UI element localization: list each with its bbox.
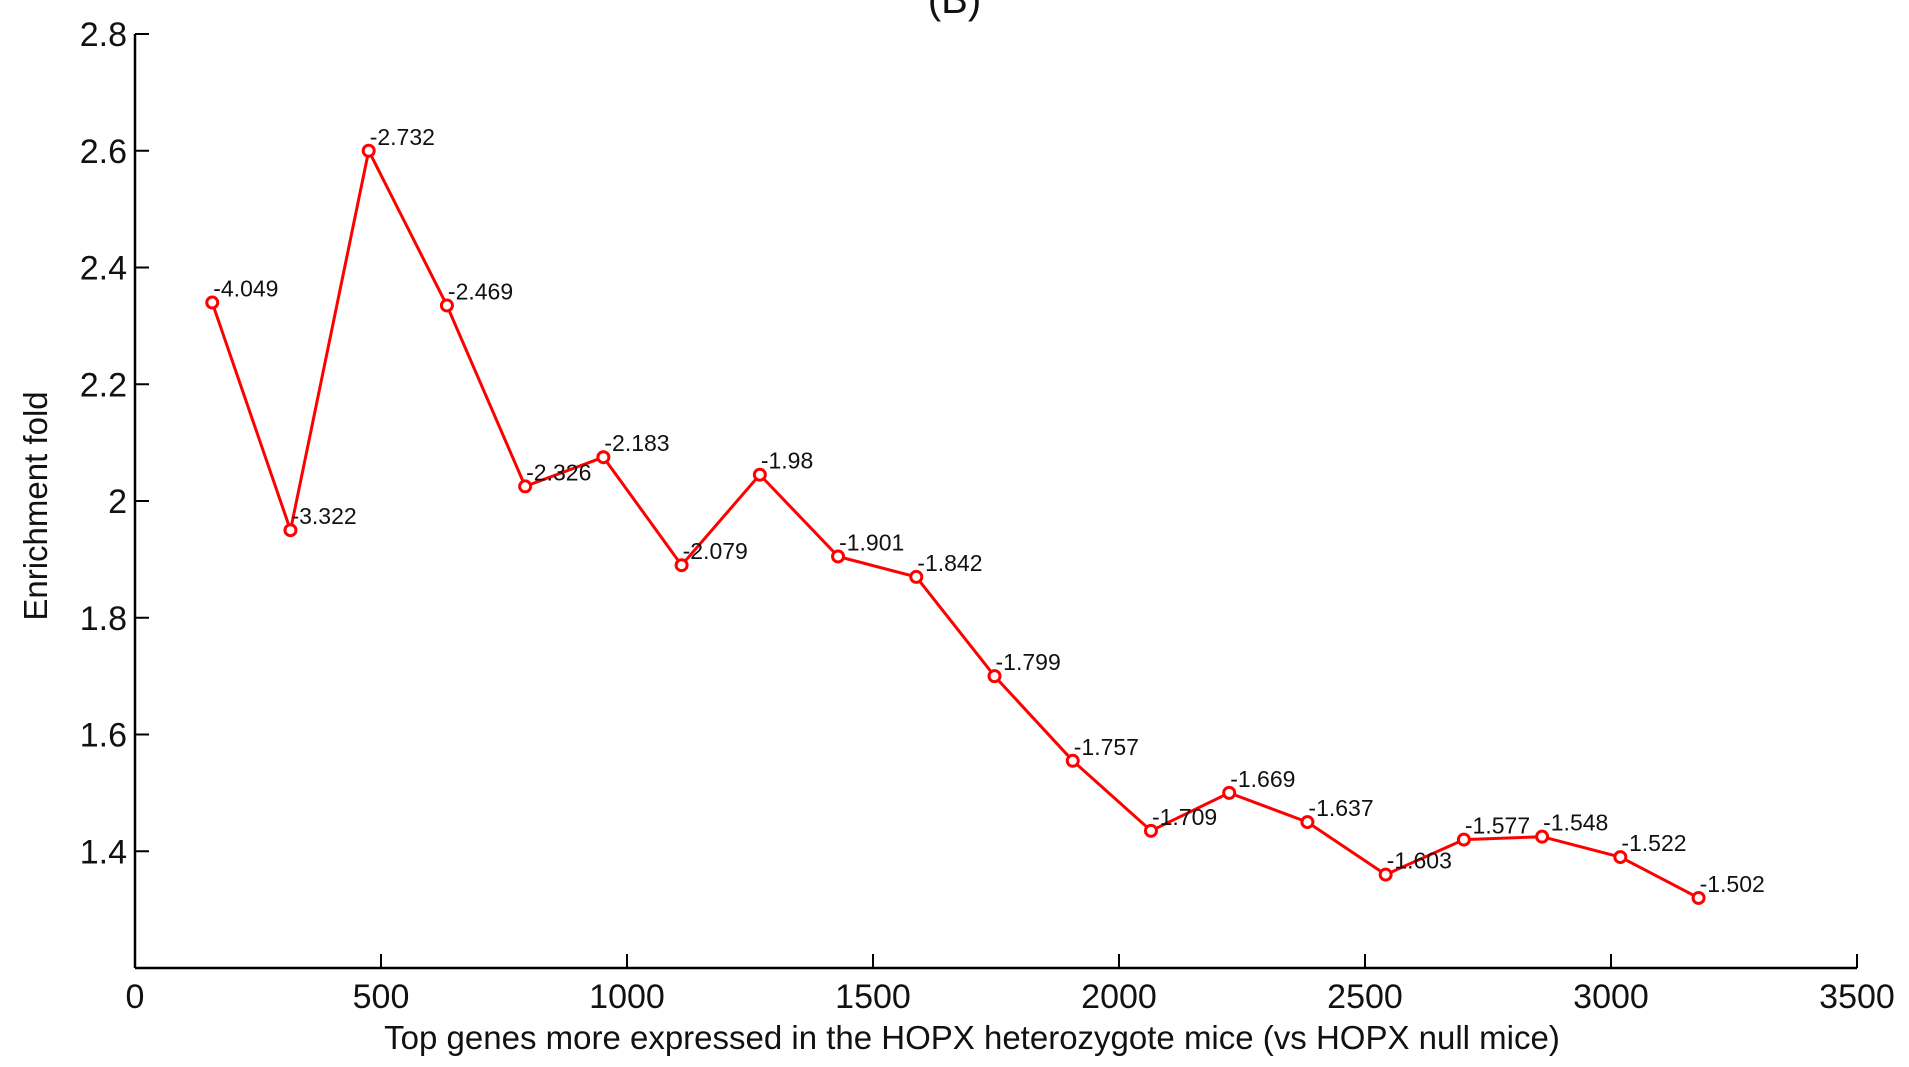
data-label: -2.326 — [526, 459, 591, 485]
x-tick-label: 1500 — [835, 978, 911, 1016]
x-tick-label: 2000 — [1081, 978, 1157, 1016]
x-tick-label: 1000 — [589, 978, 665, 1016]
y-tick-label: 2.6 — [80, 133, 127, 171]
data-label: -1.709 — [1152, 804, 1217, 830]
data-point — [1456, 832, 1471, 847]
data-label: -1.757 — [1074, 734, 1139, 760]
data-label: -2.079 — [683, 538, 748, 564]
data-label: -1.637 — [1308, 795, 1373, 821]
data-label: -1.669 — [1230, 766, 1295, 792]
y-tick-label: 2 — [108, 483, 127, 521]
x-tick-label: 0 — [126, 978, 145, 1016]
data-point — [1691, 890, 1706, 905]
x-axis-label: Top genes more expressed in the HOPX het… — [384, 1019, 1560, 1056]
data-point — [1535, 829, 1550, 844]
x-tick-label: 3500 — [1819, 978, 1895, 1016]
data-point — [1300, 815, 1315, 830]
data-label: -1.502 — [1700, 871, 1765, 897]
y-tick-label: 1.6 — [80, 717, 127, 755]
data-point — [752, 467, 767, 482]
y-axis-label: Enrichment fold — [17, 391, 54, 620]
x-tick-label: 3000 — [1573, 978, 1649, 1016]
series-layer — [205, 143, 1706, 905]
data-label: -1.548 — [1543, 810, 1608, 836]
data-label: -3.322 — [291, 503, 356, 529]
data-point — [1378, 867, 1393, 882]
chart-title: (B) — [927, 0, 982, 22]
data-label: -2.469 — [448, 278, 513, 304]
data-label: -1.603 — [1387, 848, 1452, 874]
data-label: -1.98 — [761, 448, 813, 474]
x-tick-label: 500 — [353, 978, 410, 1016]
data-point — [987, 669, 1002, 684]
data-point — [1143, 823, 1158, 838]
data-point — [596, 450, 611, 465]
data-point — [831, 549, 846, 564]
y-tick-label: 1.8 — [80, 600, 127, 638]
data-point — [283, 523, 298, 538]
y-axis-ticks: 1.4 1.6 1.8 2 2.2 2.4 2.6 2.8 — [80, 16, 149, 871]
data-point — [1613, 850, 1628, 865]
data-label: -1.901 — [839, 529, 904, 555]
y-tick-label: 2.8 — [80, 16, 127, 54]
data-point — [205, 295, 220, 310]
y-tick-label: 2.2 — [80, 366, 127, 404]
data-label: -2.732 — [370, 124, 435, 150]
x-axis-ticks: 0 500 1000 1500 2000 2500 3000 3500 — [126, 954, 1895, 1016]
y-tick-label: 2.4 — [80, 250, 127, 288]
data-labels: -4.049 -3.322 -2.732 -2.469 -2.326 -2.183 -2.0… — [213, 124, 1765, 897]
data-point — [439, 298, 454, 313]
data-point — [1065, 753, 1080, 768]
data-point — [518, 479, 533, 494]
data-label: -1.522 — [1621, 830, 1686, 856]
data-label: -1.842 — [917, 550, 982, 576]
data-point — [361, 143, 376, 158]
data-label: -4.049 — [213, 276, 278, 302]
data-label: -1.577 — [1465, 813, 1530, 839]
y-tick-label: 1.4 — [80, 833, 127, 871]
data-label: -2.183 — [604, 430, 669, 456]
data-label: -1.799 — [996, 649, 1061, 675]
data-point — [909, 569, 924, 584]
data-point — [674, 558, 689, 573]
x-tick-label: 2500 — [1327, 978, 1403, 1016]
series-line — [210, 149, 1700, 900]
data-point — [1222, 785, 1237, 800]
